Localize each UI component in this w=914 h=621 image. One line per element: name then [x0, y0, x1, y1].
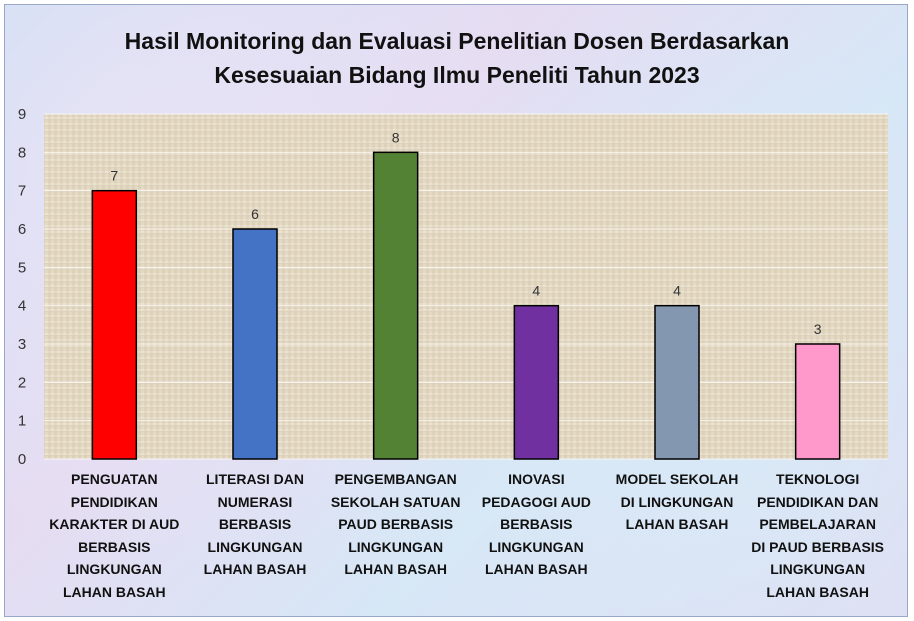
plot-area	[44, 114, 888, 459]
gridlines	[44, 113, 888, 460]
y-tick-label: 9	[18, 106, 26, 123]
data-label: 4	[673, 283, 681, 299]
bar	[372, 151, 419, 460]
y-tick-label: 8	[18, 144, 26, 161]
chart-title-line-2: Kesesuaian Bidang Ilmu Peneliti Tahun 20…	[214, 62, 700, 88]
y-tick-label: 7	[18, 183, 26, 200]
x-tick-label: PENGEMBANGAN SEKOLAH SATUAN PAUD BERBASI…	[330, 471, 461, 577]
bar	[654, 304, 700, 460]
bar	[232, 228, 278, 460]
x-tick-label: LITERASI DAN NUMERASI BERBASIS LINGKUNGA…	[203, 471, 307, 577]
data-label: 6	[251, 206, 259, 222]
y-tick-label: 5	[18, 259, 26, 276]
bar	[91, 189, 138, 460]
chart-title-line-1: Hasil Monitoring dan Evaluasi Penelitian…	[124, 28, 790, 54]
bar	[794, 343, 841, 460]
y-tick-label: 4	[18, 298, 26, 315]
bar	[513, 304, 560, 460]
x-tick-label: MODEL SEKOLAH DI LINGKUNGAN LAHAN BASAH	[615, 471, 739, 532]
x-tick-label: INOVASI PEDAGOGI AUD BERBASIS LINGKUNGAN…	[481, 471, 591, 577]
bars	[91, 151, 841, 460]
y-axis-ticks: 0 1 2 3 4 5 6 7 8 9	[18, 106, 26, 468]
data-label: 7	[110, 168, 118, 184]
data-labels: 7 6 8 4 4 3	[110, 129, 821, 337]
data-label: 4	[532, 283, 540, 299]
y-tick-label: 1	[18, 413, 26, 430]
data-label: 8	[392, 129, 400, 145]
y-tick-label: 0	[18, 451, 26, 468]
x-tick-label: PENGUATAN PENDIDIKAN KARAKTER DI AUD BER…	[49, 471, 180, 600]
y-tick-label: 2	[18, 374, 26, 391]
y-tick-label: 6	[18, 221, 26, 238]
x-tick-label: TEKNOLOGI PENDIDIKAN DAN PEMBELAJARAN DI…	[751, 471, 885, 600]
data-label: 3	[814, 321, 822, 337]
chart-title: Hasil Monitoring dan Evaluasi Penelitian…	[0, 24, 914, 92]
y-tick-label: 3	[18, 336, 26, 353]
